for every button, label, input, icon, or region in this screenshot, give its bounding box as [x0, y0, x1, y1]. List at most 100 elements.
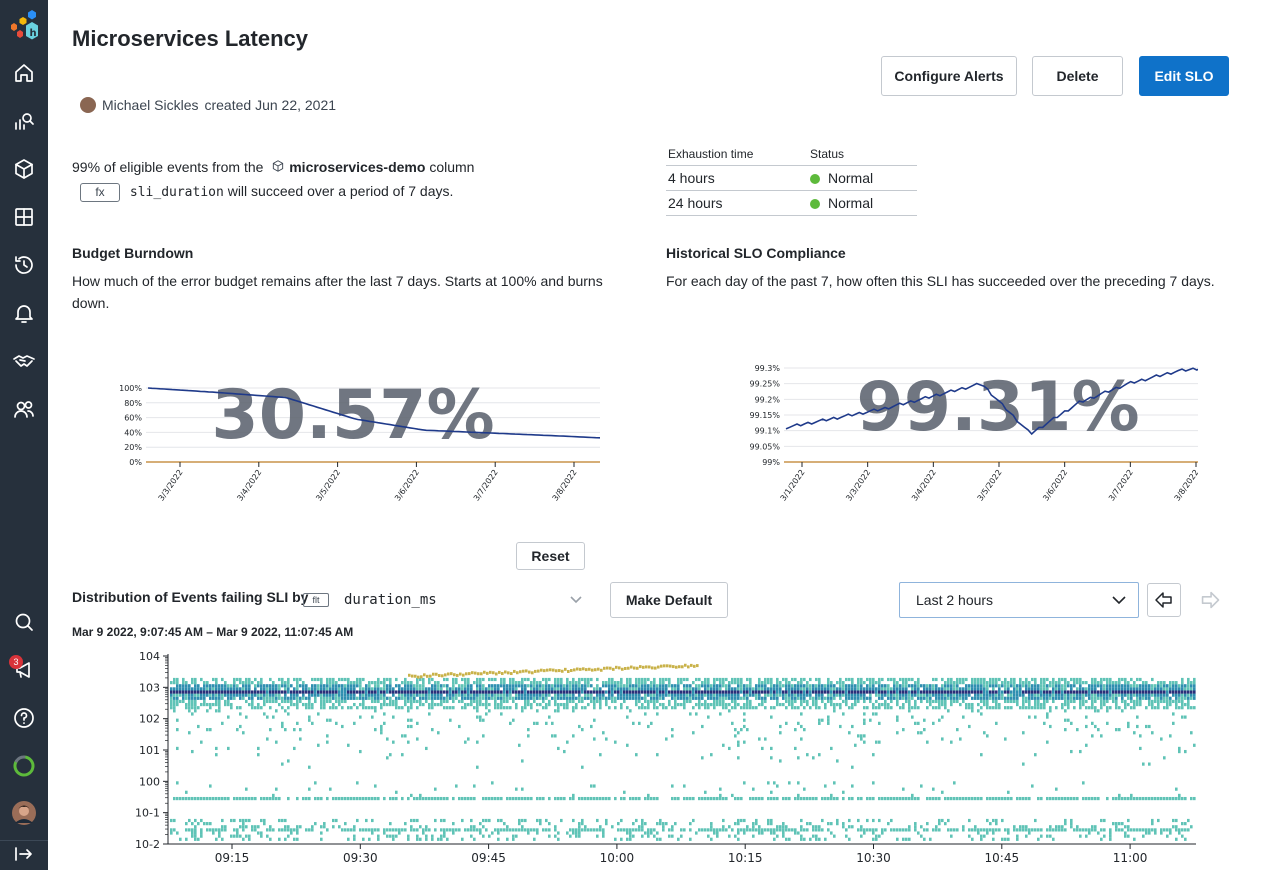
delete-button[interactable]: Delete	[1032, 56, 1123, 96]
home-icon[interactable]	[12, 61, 36, 85]
creator-name[interactable]: Michael Sickles	[102, 97, 199, 113]
heatmap-cell	[737, 696, 740, 700]
heatmap-cell	[641, 677, 644, 682]
heatmap-cell	[626, 828, 629, 832]
heatmap-cell	[1121, 693, 1124, 697]
heatmap-cell	[431, 834, 434, 838]
heatmap-cell	[854, 693, 857, 697]
history-icon[interactable]	[12, 253, 36, 277]
heatmap-cell	[800, 696, 803, 700]
heatmap-cell	[410, 696, 413, 700]
distribution-field-select[interactable]: duration_ms	[344, 592, 437, 608]
heatmap-cell	[1034, 690, 1037, 694]
search-icon[interactable]	[12, 610, 36, 634]
heatmap-cell-failing	[528, 670, 531, 674]
heatmap-cell	[776, 834, 779, 838]
heatmap-cell	[254, 828, 257, 832]
heatmap-cell	[818, 706, 821, 710]
heatmap-cell	[749, 693, 752, 697]
announcements-megaphone-icon[interactable]	[12, 658, 36, 682]
expand-sidebar-icon[interactable]	[12, 842, 36, 866]
heatmap-cell	[488, 677, 491, 682]
heatmap-cell	[659, 696, 662, 700]
slo-handshake-icon[interactable]	[12, 349, 36, 373]
heatmap-cell	[965, 684, 968, 688]
heatmap-cell	[374, 681, 377, 685]
heatmap-cell	[443, 831, 446, 835]
heatmap-cell	[950, 796, 953, 801]
heatmap-cell	[1094, 687, 1097, 691]
configure-alerts-button[interactable]: Configure Alerts	[881, 56, 1017, 96]
heatmap-cell	[545, 828, 548, 832]
heatmap-cell	[386, 684, 389, 688]
heatmap-cell	[548, 715, 551, 719]
heatmap-cell	[914, 822, 917, 826]
edit-slo-button[interactable]: Edit SLO	[1139, 56, 1229, 96]
query-icon[interactable]	[12, 109, 36, 133]
svg-text:h: h	[30, 28, 37, 39]
heatmap-cell	[218, 690, 221, 694]
boards-icon[interactable]	[12, 205, 36, 229]
burndown-chart[interactable]: 0%20%40%60%80%100% 3/3/2022 3/4/2022 3/5/2…	[100, 372, 600, 537]
reset-button[interactable]: Reset	[516, 542, 585, 570]
heatmap-cell	[227, 696, 230, 700]
user-avatar[interactable]	[12, 801, 36, 825]
make-default-button[interactable]: Make Default	[610, 582, 728, 618]
heatmap-cell-failing	[654, 666, 657, 670]
chevron-down-icon[interactable]	[1111, 594, 1127, 606]
heatmap-cell	[914, 825, 917, 829]
triggers-bell-icon[interactable]	[12, 301, 36, 325]
heatmap-cell	[515, 796, 518, 801]
heatmap-cell	[773, 837, 776, 841]
arrow-right-icon[interactable]	[1193, 583, 1227, 617]
dataset-name[interactable]: microservices-demo	[289, 159, 426, 175]
help-icon[interactable]	[12, 706, 36, 730]
heatmap-cell	[194, 687, 197, 691]
heatmap-cell	[308, 687, 311, 691]
chevron-down-icon[interactable]	[568, 594, 584, 606]
heatmap-cell	[1076, 693, 1079, 697]
heatmap-cell	[1016, 693, 1019, 697]
heatmap-cell	[1190, 687, 1193, 691]
heatmap-cell	[680, 834, 683, 838]
heatmap-cell	[986, 702, 989, 707]
heatmap-cell	[1178, 687, 1181, 691]
heatmap-cell	[374, 696, 377, 700]
heatmap-cell	[308, 693, 311, 697]
time-back-button[interactable]	[1147, 583, 1181, 617]
heatmap-cell	[611, 684, 614, 688]
heatmap-cell	[1025, 684, 1028, 688]
heatmap-cell	[416, 684, 419, 688]
time-range-select[interactable]: Last 2 hours	[899, 582, 1139, 618]
heatmap-cell	[833, 706, 836, 710]
status-text: Normal	[828, 195, 874, 211]
heatmap-cell	[215, 709, 218, 713]
heatmap-cell	[647, 687, 650, 691]
heatmap-cell	[641, 706, 644, 710]
heatmap-cell	[629, 677, 632, 682]
heatmap-cell	[1142, 681, 1145, 685]
heatmap-cell	[488, 687, 491, 691]
heatmap-cell	[611, 681, 614, 685]
heatmap-cell	[368, 696, 371, 700]
heatmap-cell	[644, 699, 647, 704]
heatmap-cell	[980, 796, 983, 801]
heatmap-cell	[683, 699, 686, 704]
heatmap-cell	[569, 684, 572, 688]
heatmap-cell	[1043, 677, 1046, 682]
heatmap-cell	[974, 681, 977, 685]
heatmap-cell-failing	[633, 666, 636, 670]
usage-ring-icon[interactable]	[12, 754, 36, 778]
heatmap-cell	[869, 693, 872, 697]
compliance-chart[interactable]: 99%99.05%99.1%99.15%99.2%99.25%99.3% 3/1…	[688, 360, 1198, 535]
datasets-cube-icon[interactable]	[12, 157, 36, 181]
team-icon[interactable]	[12, 397, 36, 421]
heatmap-cell	[566, 699, 569, 704]
heatmap-cell	[1031, 696, 1034, 700]
heatmap-cell-failing	[612, 667, 615, 671]
heatmap-cell	[860, 681, 863, 685]
heatmap-cell	[1184, 796, 1187, 801]
honeycomb-logo[interactable]: h	[8, 8, 40, 40]
heatmap-cell	[1052, 681, 1055, 685]
